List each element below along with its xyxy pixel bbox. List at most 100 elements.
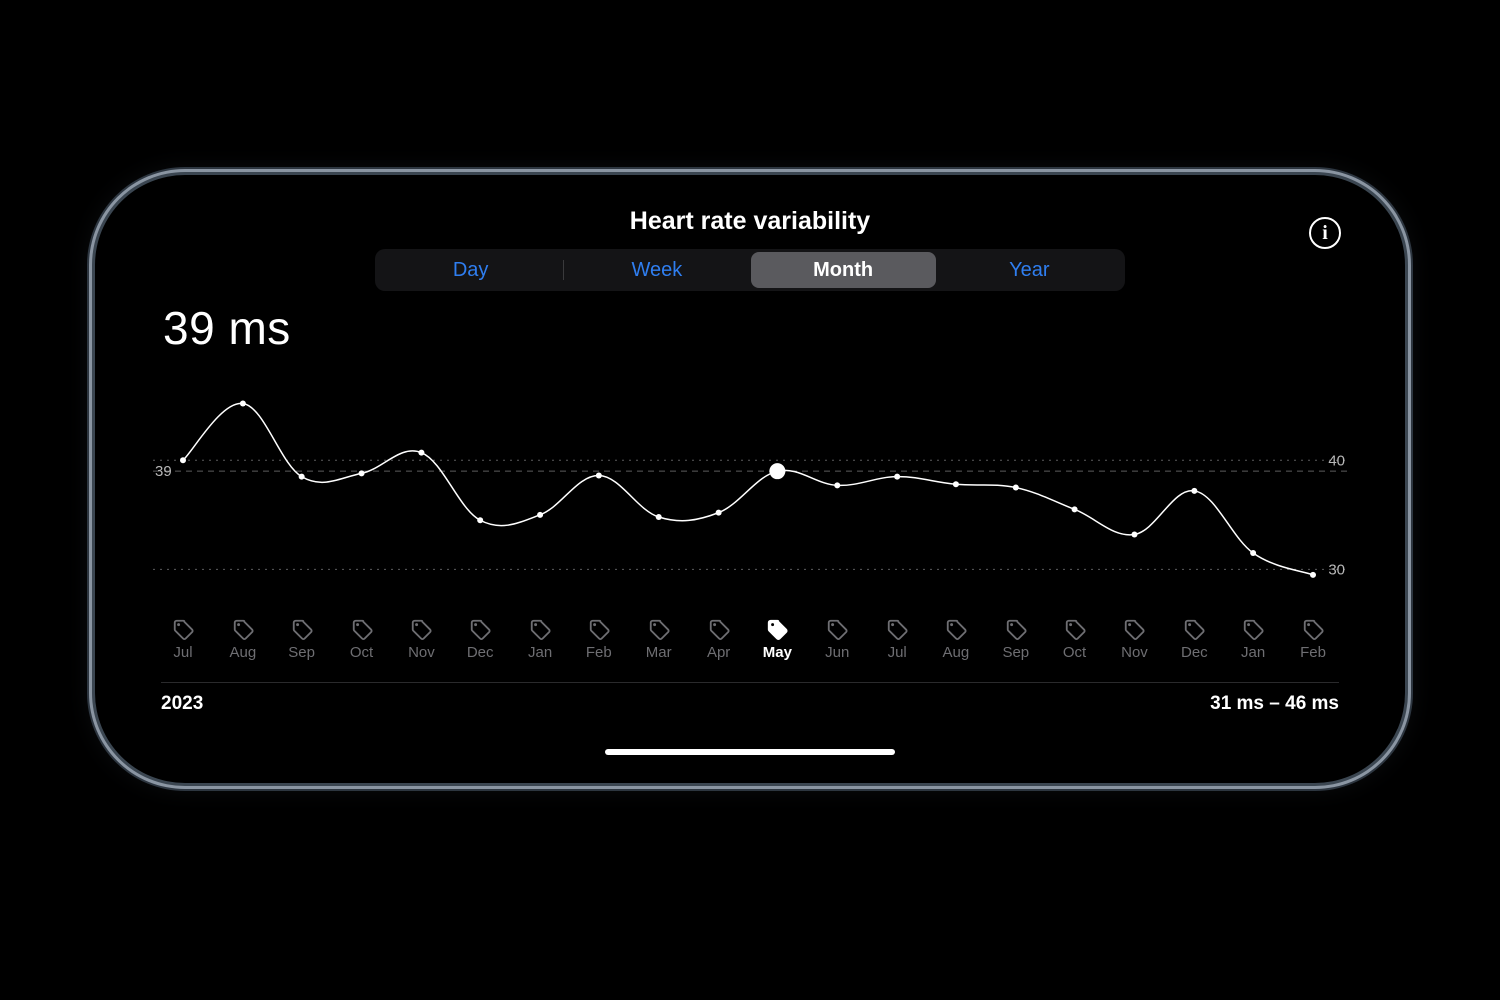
tab-month[interactable]: Month: [751, 252, 936, 288]
chart-point[interactable]: [477, 517, 483, 523]
chart-point[interactable]: [1310, 572, 1316, 578]
month-oct[interactable]: Oct: [336, 618, 388, 661]
month-feb[interactable]: Feb: [573, 618, 625, 661]
y-reference-label: 39: [155, 463, 172, 480]
time-range-tabs: DayWeekMonthYear: [375, 249, 1125, 291]
chart-point[interactable]: [1013, 485, 1019, 491]
chart-point[interactable]: [359, 470, 365, 476]
x-axis: Jul Aug Sep Oct Nov Dec Jan Feb Mar Apr May Jun Jul A…: [153, 618, 1347, 678]
month-nov[interactable]: Nov: [1108, 618, 1160, 661]
tag-icon: [886, 618, 908, 640]
month-label: Dec: [1168, 644, 1220, 661]
chart-point[interactable]: [1072, 506, 1078, 512]
month-sep[interactable]: Sep: [990, 618, 1042, 661]
month-label: Jul: [157, 644, 209, 661]
month-label: Jan: [1227, 644, 1279, 661]
info-button[interactable]: i: [1309, 217, 1341, 249]
home-indicator[interactable]: [605, 749, 895, 755]
month-sep[interactable]: Sep: [276, 618, 328, 661]
tag-icon: [826, 618, 848, 640]
month-label: Aug: [217, 644, 269, 661]
chart-point[interactable]: [656, 514, 662, 520]
chart-point[interactable]: [716, 510, 722, 516]
month-label: Feb: [573, 644, 625, 661]
month-label: May: [751, 644, 803, 661]
footer-bar: 2023 31 ms – 46 ms: [161, 682, 1339, 715]
month-nov[interactable]: Nov: [395, 618, 447, 661]
month-aug[interactable]: Aug: [930, 618, 982, 661]
y-axis-label: 30: [1328, 561, 1345, 578]
tab-year[interactable]: Year: [937, 252, 1122, 288]
hrv-chart[interactable]: 40 39 30: [153, 373, 1347, 613]
month-label: Sep: [990, 644, 1042, 661]
stage: Heart rate variability i DayWeekMonthYea…: [0, 0, 1500, 1000]
month-feb[interactable]: Feb: [1287, 618, 1339, 661]
tag-icon: [766, 618, 788, 640]
month-dec[interactable]: Dec: [454, 618, 506, 661]
chart-line: [183, 403, 1313, 574]
month-jun[interactable]: Jun: [811, 618, 863, 661]
tag-icon: [648, 618, 670, 640]
screen: Heart rate variability i DayWeekMonthYea…: [113, 193, 1387, 765]
tag-icon: [232, 618, 254, 640]
month-mar[interactable]: Mar: [633, 618, 685, 661]
month-label: Dec: [454, 644, 506, 661]
footer-year: 2023: [161, 693, 203, 715]
month-label: Feb: [1287, 644, 1339, 661]
tag-icon: [469, 618, 491, 640]
chart-point[interactable]: [240, 401, 246, 407]
footer-range: 31 ms – 46 ms: [1210, 693, 1339, 715]
chart-point[interactable]: [537, 512, 543, 518]
page-title: Heart rate variability: [630, 207, 870, 235]
tag-icon: [588, 618, 610, 640]
header: Heart rate variability i: [113, 207, 1387, 236]
month-label: Oct: [336, 644, 388, 661]
phone-frame: Heart rate variability i DayWeekMonthYea…: [95, 175, 1405, 783]
chart-point[interactable]: [180, 457, 186, 463]
month-label: Jul: [871, 644, 923, 661]
month-label: Jan: [514, 644, 566, 661]
tag-icon: [945, 618, 967, 640]
month-label: Jun: [811, 644, 863, 661]
month-jan[interactable]: Jan: [1227, 618, 1279, 661]
tag-icon: [1123, 618, 1145, 640]
tab-week[interactable]: Week: [564, 252, 749, 288]
chart-point[interactable]: [299, 474, 305, 480]
month-label: Oct: [1049, 644, 1101, 661]
month-aug[interactable]: Aug: [217, 618, 269, 661]
month-apr[interactable]: Apr: [693, 618, 745, 661]
month-dec[interactable]: Dec: [1168, 618, 1220, 661]
month-label: Nov: [395, 644, 447, 661]
month-jan[interactable]: Jan: [514, 618, 566, 661]
tag-icon: [351, 618, 373, 640]
month-jul[interactable]: Jul: [871, 618, 923, 661]
tag-icon: [291, 618, 313, 640]
current-value: 39 ms: [163, 301, 291, 355]
month-may[interactable]: May: [751, 618, 803, 661]
chart-point[interactable]: [834, 482, 840, 488]
month-label: Apr: [693, 644, 745, 661]
chart-point[interactable]: [1250, 550, 1256, 556]
month-label: Sep: [276, 644, 328, 661]
tag-icon: [529, 618, 551, 640]
tag-icon: [1064, 618, 1086, 640]
chart-point[interactable]: [1191, 488, 1197, 494]
tag-icon: [410, 618, 432, 640]
tag-icon: [172, 618, 194, 640]
tag-icon: [1183, 618, 1205, 640]
tag-icon: [1302, 618, 1324, 640]
y-axis-label: 40: [1328, 452, 1345, 469]
tag-icon: [1005, 618, 1027, 640]
chart-point-selected[interactable]: [769, 463, 785, 479]
month-label: Mar: [633, 644, 685, 661]
tab-day[interactable]: Day: [378, 252, 563, 288]
chart-point[interactable]: [596, 473, 602, 479]
month-label: Aug: [930, 644, 982, 661]
chart-point[interactable]: [953, 481, 959, 487]
chart-point[interactable]: [894, 474, 900, 480]
chart-point[interactable]: [418, 450, 424, 456]
month-jul[interactable]: Jul: [157, 618, 209, 661]
chart-point[interactable]: [1131, 531, 1137, 537]
month-oct[interactable]: Oct: [1049, 618, 1101, 661]
month-label: Nov: [1108, 644, 1160, 661]
